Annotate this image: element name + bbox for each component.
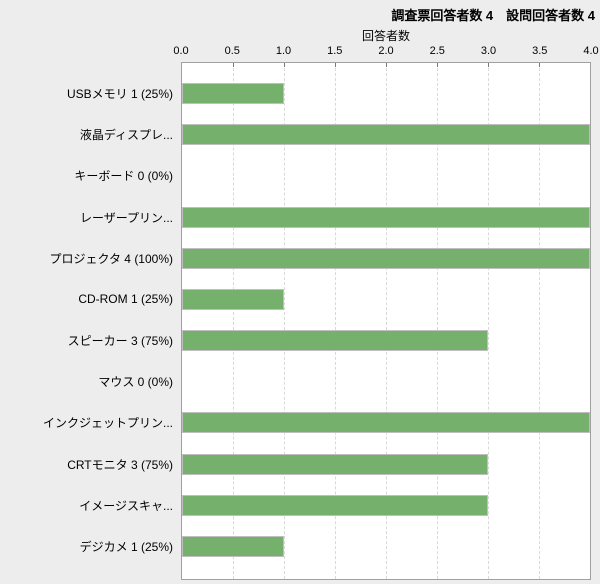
tick-mark	[437, 63, 438, 67]
x-tick-label: 2.5	[429, 45, 445, 57]
x-axis-title: 回答者数	[361, 29, 410, 43]
x-axis-ticks: 0.0 0.5 1.0 1.5 2.0 2.5 3.0 3.5 4.0	[173, 45, 598, 59]
bar	[182, 494, 488, 516]
category-labels: USBメモリ 1 (25%) 液晶ディスプレ... キーボード 0 (0%) レーザー…	[0, 62, 173, 580]
bar	[182, 412, 590, 434]
category-label: インクジェットプリン...	[42, 416, 173, 431]
category-label: USBメモリ 1 (25%)	[66, 87, 173, 102]
bar	[182, 330, 488, 352]
bar	[182, 83, 284, 105]
plot-area	[181, 62, 591, 580]
bar-row	[182, 444, 590, 485]
bar-row	[182, 320, 590, 361]
bar	[182, 206, 590, 228]
x-tick-label: 4.0	[583, 45, 599, 57]
category-label: マウス 0 (0%)	[98, 375, 173, 390]
gridline	[335, 63, 336, 579]
gridline	[539, 63, 540, 579]
tick-mark	[284, 63, 285, 67]
tick-mark	[539, 63, 540, 67]
tick-mark	[488, 63, 489, 67]
bar-row	[182, 402, 590, 443]
tick-mark	[335, 63, 336, 67]
bar	[182, 124, 590, 146]
x-tick-label: 3.5	[532, 45, 548, 57]
category-label: CRTモニタ 3 (75%)	[67, 457, 173, 472]
category-label: デジカメ 1 (25%)	[79, 539, 173, 554]
tick-mark	[233, 63, 234, 67]
gridline	[488, 63, 489, 579]
gridline	[437, 63, 438, 579]
bar-row	[182, 485, 590, 526]
gridline	[284, 63, 285, 579]
category-label: キーボード 0 (0%)	[74, 169, 173, 184]
gridline	[233, 63, 234, 579]
category-label: CD-ROM 1 (25%)	[78, 292, 173, 307]
bar-row	[182, 238, 590, 279]
category-label: 液晶ディスプレ...	[79, 128, 173, 143]
bar	[182, 247, 590, 269]
bar-row	[182, 155, 590, 196]
bar-row	[182, 526, 590, 567]
tick-mark	[386, 63, 387, 67]
bar	[182, 453, 488, 475]
x-tick-label: 3.0	[480, 45, 497, 57]
bar-row	[182, 73, 590, 114]
bar	[182, 288, 284, 310]
bar-row	[182, 361, 590, 402]
bar-row	[182, 279, 590, 320]
category-label: イメージスキャ...	[79, 498, 173, 513]
gridline	[386, 63, 387, 579]
category-label: スピーカー 3 (75%)	[67, 334, 173, 349]
respondent-summary-header: 調査票回答者数 4 設問回答者数 4	[391, 8, 595, 23]
x-tick-label: 2.0	[378, 45, 394, 57]
x-tick-label: 0.5	[224, 45, 240, 57]
bar-rows	[182, 63, 590, 579]
bar-row	[182, 114, 590, 155]
category-label: プロジェクタ 4 (100%)	[49, 251, 173, 266]
x-tick-label: 1.0	[275, 45, 292, 57]
x-tick-label: 1.5	[327, 45, 343, 57]
bar	[182, 535, 284, 557]
x-tick-label: 0.0	[173, 45, 189, 57]
bar-row	[182, 197, 590, 238]
category-label: レーザープリン...	[79, 210, 173, 225]
